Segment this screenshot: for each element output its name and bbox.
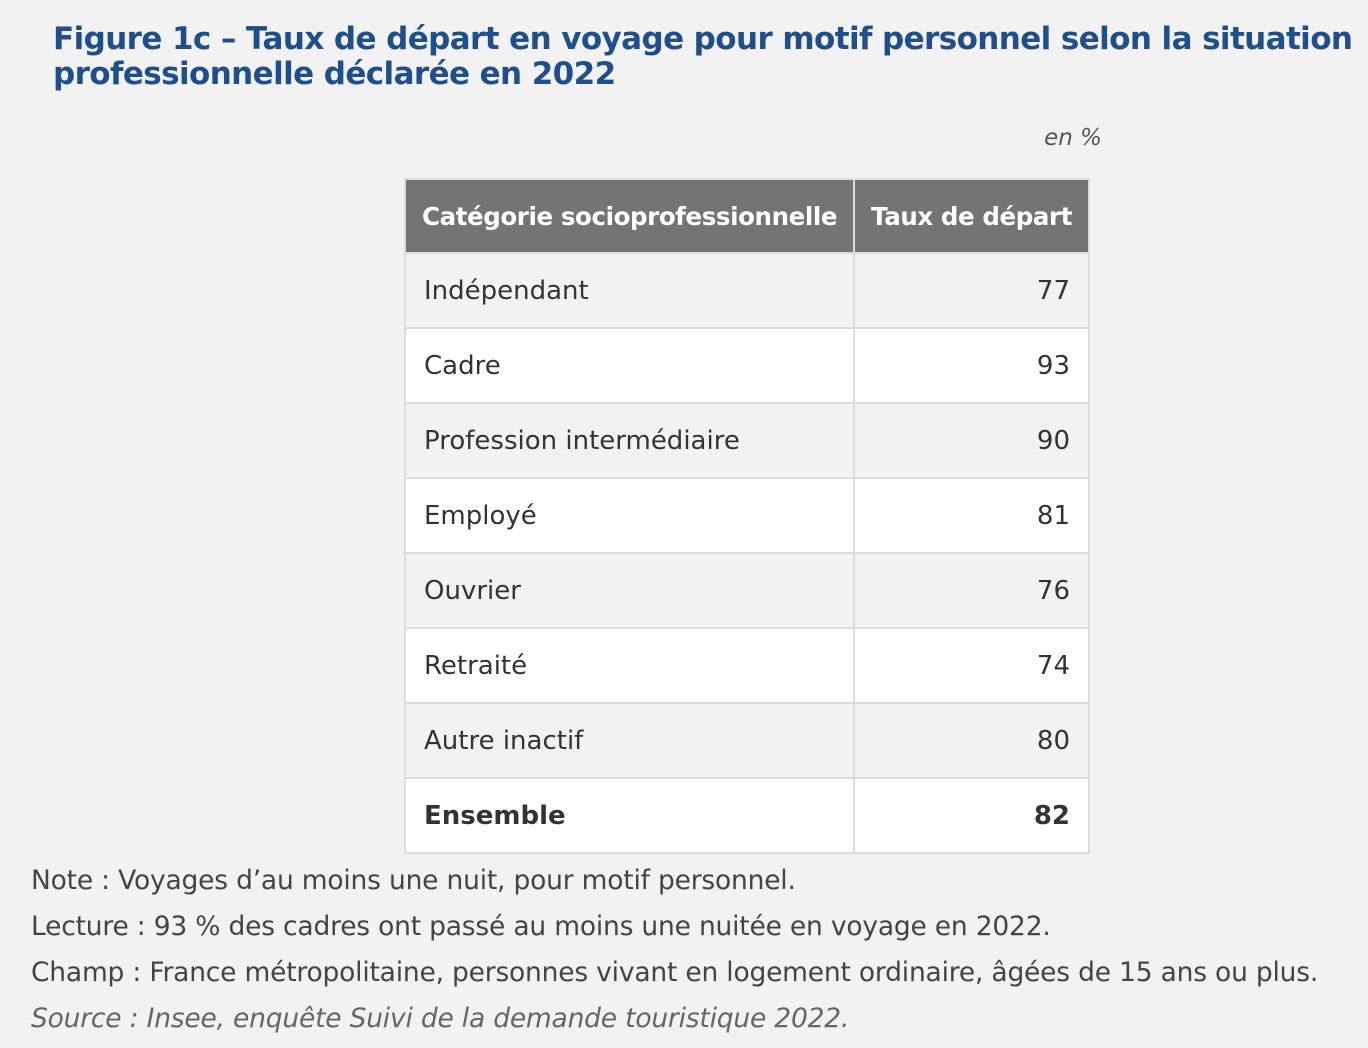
note-text: Note : Voyages d’au moins une nuit, pour… (31, 865, 796, 896)
table-row: Profession intermédiaire 90 (403, 402, 1091, 479)
value-cell: 90 (853, 402, 1091, 479)
data-table-container: Catégorie socioprofessionnelle Taux de d… (403, 178, 1091, 854)
value-cell: 82 (853, 777, 1091, 854)
category-cell: Retraité (403, 627, 856, 704)
table-body: Indépendant 77 Cadre 93 Profession intermédi… (403, 252, 1091, 854)
value-cell: 93 (853, 327, 1091, 404)
value-cell: 76 (853, 552, 1091, 629)
category-cell: Profession intermédiaire (403, 402, 856, 479)
value-cell: 74 (853, 627, 1091, 704)
table-row: Indépendant 77 (403, 252, 1091, 329)
value-cell: 80 (853, 702, 1091, 779)
figure-title: Figure 1c – Taux de départ en voyage pou… (53, 21, 1353, 92)
notes-block: Note : Voyages d’au moins une nuit, pour… (31, 858, 1318, 1042)
data-table: Catégorie socioprofessionnelle Taux de d… (403, 178, 1091, 854)
lecture-text: Lecture : 93 % des cadres ont passé au m… (31, 911, 1051, 942)
unit-label: en % (1044, 125, 1102, 151)
category-cell: Autre inactif (403, 702, 856, 779)
table-row: Cadre 93 (403, 327, 1091, 404)
category-cell: Indépendant (403, 252, 856, 329)
champ-text: Champ : France métropolitaine, personnes… (31, 957, 1319, 988)
table-row: Employé 81 (403, 477, 1091, 554)
column-header-value: Taux de départ (853, 178, 1091, 254)
column-header-category: Catégorie socioprofessionnelle (403, 178, 856, 254)
source-text: Source : Insee, enquête Suivi de la dema… (31, 1003, 850, 1034)
value-cell: 81 (853, 477, 1091, 554)
category-cell: Ensemble (403, 777, 856, 854)
table-row: Ouvrier 76 (403, 552, 1091, 629)
table-row: Retraité 74 (403, 627, 1091, 704)
table-header-row: Catégorie socioprofessionnelle Taux de d… (403, 178, 1091, 254)
category-cell: Cadre (403, 327, 856, 404)
category-cell: Employé (403, 477, 856, 554)
table-total-row: Ensemble 82 (403, 777, 1091, 854)
category-cell: Ouvrier (403, 552, 856, 629)
value-cell: 77 (853, 252, 1091, 329)
table-row: Autre inactif 80 (403, 702, 1091, 779)
